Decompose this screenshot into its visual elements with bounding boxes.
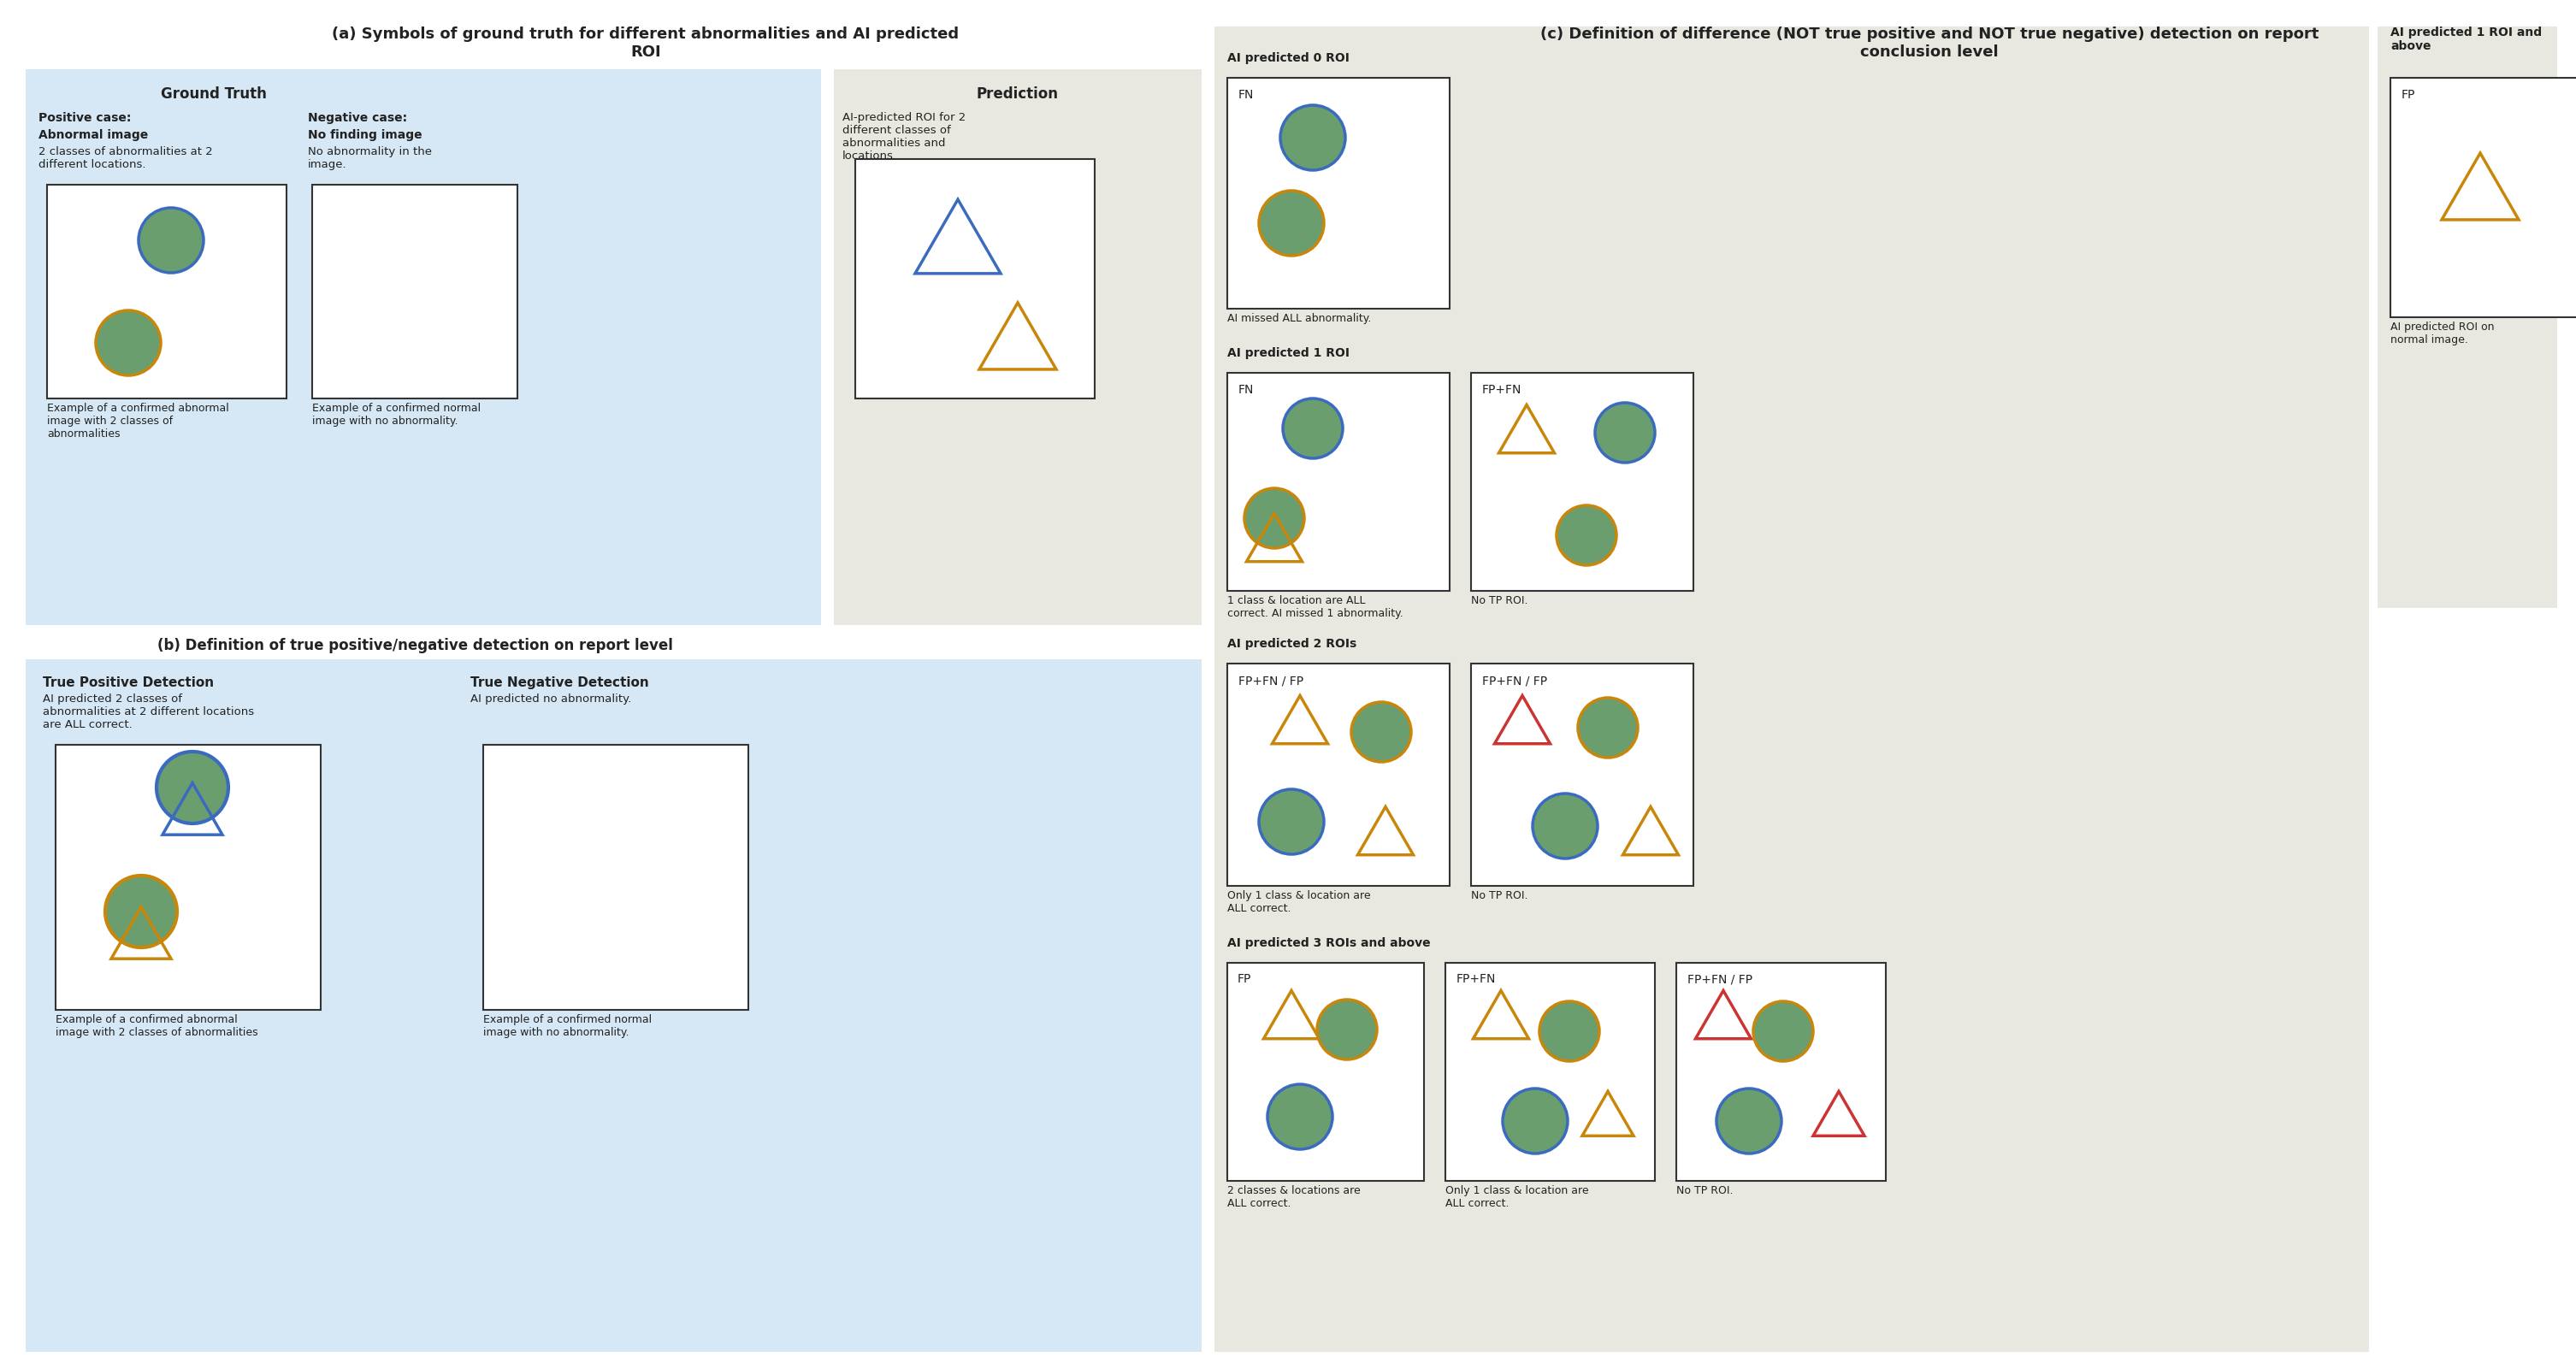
Text: No finding image: No finding image <box>309 129 422 141</box>
Circle shape <box>1260 190 1324 256</box>
Circle shape <box>1267 1084 1332 1149</box>
FancyBboxPatch shape <box>1226 78 1450 308</box>
FancyBboxPatch shape <box>1226 664 1450 886</box>
Text: Example of a confirmed abnormal
image with 2 classes of
abnormalities: Example of a confirmed abnormal image wi… <box>46 402 229 439</box>
Circle shape <box>1502 1088 1569 1154</box>
FancyBboxPatch shape <box>484 745 750 1010</box>
Text: AI predicted 2 ROIs: AI predicted 2 ROIs <box>1226 638 1358 650</box>
Text: AI-predicted ROI for 2
different classes of
abnormalities and
locations.: AI-predicted ROI for 2 different classes… <box>842 112 966 162</box>
FancyBboxPatch shape <box>46 185 286 398</box>
Circle shape <box>1316 999 1378 1060</box>
Text: Only 1 class & location are
ALL correct.: Only 1 class & location are ALL correct. <box>1445 1186 1589 1209</box>
FancyBboxPatch shape <box>1226 372 1450 591</box>
Text: AI predicted 0 ROI: AI predicted 0 ROI <box>1226 52 1350 64</box>
Circle shape <box>1533 794 1597 858</box>
Text: FP+FN: FP+FN <box>1455 973 1497 986</box>
Text: 1 class & location are ALL
correct. AI missed 1 abnormality.: 1 class & location are ALL correct. AI m… <box>1226 596 1404 619</box>
FancyBboxPatch shape <box>312 185 518 398</box>
FancyBboxPatch shape <box>1213 26 2370 1353</box>
Text: AI predicted 1 ROI: AI predicted 1 ROI <box>1226 348 1350 359</box>
Circle shape <box>1754 1001 1814 1061</box>
FancyBboxPatch shape <box>1471 664 1692 886</box>
FancyBboxPatch shape <box>26 70 822 626</box>
FancyBboxPatch shape <box>1445 962 1654 1181</box>
Text: (b) Definition of true positive/negative detection on report level: (b) Definition of true positive/negative… <box>157 638 672 653</box>
FancyBboxPatch shape <box>26 660 1200 1353</box>
Circle shape <box>157 752 229 823</box>
Text: AI predicted no abnormality.: AI predicted no abnormality. <box>471 694 631 705</box>
Text: FN: FN <box>1239 89 1255 101</box>
Text: No TP ROI.: No TP ROI. <box>1471 596 1528 606</box>
Text: No TP ROI.: No TP ROI. <box>1471 890 1528 901</box>
Text: AI predicted ROI on
normal image.: AI predicted ROI on normal image. <box>2391 322 2494 345</box>
Circle shape <box>1283 398 1342 459</box>
FancyBboxPatch shape <box>2378 26 2558 608</box>
FancyBboxPatch shape <box>1226 962 1425 1181</box>
Text: 2 classes of abnormalities at 2
different locations.: 2 classes of abnormalities at 2 differen… <box>39 146 214 170</box>
Text: AI predicted 1 ROI and above: AI predicted 1 ROI and above <box>2391 26 2543 52</box>
Circle shape <box>1352 702 1412 763</box>
Text: Abnormal image: Abnormal image <box>39 129 149 141</box>
Circle shape <box>1280 105 1345 170</box>
Circle shape <box>1260 790 1324 854</box>
Circle shape <box>1716 1088 1783 1154</box>
FancyBboxPatch shape <box>835 70 1200 626</box>
Text: AI predicted 2 classes of
abnormalities at 2 different locations
are ALL correct: AI predicted 2 classes of abnormalities … <box>44 694 255 730</box>
Text: No abnormality in the
image.: No abnormality in the image. <box>309 146 433 170</box>
Circle shape <box>139 208 204 272</box>
FancyBboxPatch shape <box>2391 78 2576 318</box>
FancyBboxPatch shape <box>1677 962 1886 1181</box>
Text: Ground Truth: Ground Truth <box>160 86 268 101</box>
FancyBboxPatch shape <box>1471 372 1692 591</box>
Circle shape <box>1595 402 1654 463</box>
Text: No TP ROI.: No TP ROI. <box>1677 1186 1734 1197</box>
Text: True Positive Detection: True Positive Detection <box>44 676 214 689</box>
Text: FN: FN <box>1239 383 1255 396</box>
Text: 2 classes & locations are
ALL correct.: 2 classes & locations are ALL correct. <box>1226 1186 1360 1209</box>
Circle shape <box>1579 698 1638 757</box>
Text: FP: FP <box>1236 973 1252 986</box>
Text: FP+FN / FP: FP+FN / FP <box>1687 973 1752 986</box>
Text: AI predicted 3 ROIs and above: AI predicted 3 ROIs and above <box>1226 938 1430 949</box>
FancyBboxPatch shape <box>855 159 1095 398</box>
Text: Only 1 class & location are
ALL correct.: Only 1 class & location are ALL correct. <box>1226 890 1370 914</box>
Text: Negative case:: Negative case: <box>309 112 407 125</box>
Circle shape <box>1540 1001 1600 1061</box>
Circle shape <box>1244 489 1303 548</box>
Text: Positive case:: Positive case: <box>39 112 131 125</box>
Text: Prediction: Prediction <box>976 86 1059 101</box>
Text: FP+FN: FP+FN <box>1481 383 1522 396</box>
Circle shape <box>1556 505 1615 565</box>
Text: FP+FN / FP: FP+FN / FP <box>1481 675 1548 687</box>
Text: (c) Definition of difference (NOT true positive and NOT true negative) detection: (c) Definition of difference (NOT true p… <box>1540 26 2318 60</box>
Text: (a) Symbols of ground truth for different abnormalities and AI predicted
ROI: (a) Symbols of ground truth for differen… <box>332 26 958 60</box>
Text: FP+FN / FP: FP+FN / FP <box>1239 675 1303 687</box>
Circle shape <box>106 876 178 947</box>
Text: FP: FP <box>2401 89 2416 101</box>
Text: True Negative Detection: True Negative Detection <box>471 676 649 689</box>
Text: Example of a confirmed normal
image with no abnormality.: Example of a confirmed normal image with… <box>312 402 482 427</box>
Circle shape <box>95 311 160 375</box>
Text: AI missed ALL abnormality.: AI missed ALL abnormality. <box>1226 314 1370 324</box>
Text: Example of a confirmed normal
image with no abnormality.: Example of a confirmed normal image with… <box>484 1014 652 1038</box>
FancyBboxPatch shape <box>57 745 322 1010</box>
Text: Example of a confirmed abnormal
image with 2 classes of abnormalities: Example of a confirmed abnormal image wi… <box>57 1014 258 1038</box>
